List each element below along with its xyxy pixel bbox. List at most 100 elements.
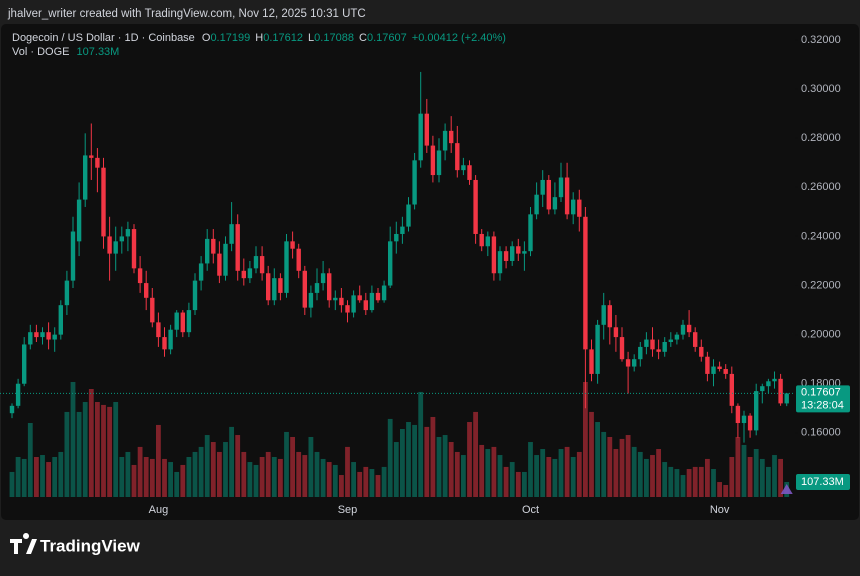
y-tick-label: 0.16000 <box>801 427 841 439</box>
candle-body <box>595 324 600 374</box>
volume-value-label: 107.33M <box>801 476 844 488</box>
volume-bar <box>698 466 704 497</box>
y-tick-label: 0.30000 <box>801 83 841 95</box>
candle-body <box>650 339 655 350</box>
candle-body <box>674 334 680 340</box>
candle-body <box>760 386 765 392</box>
candle-body <box>705 356 710 374</box>
candle-body <box>686 324 692 333</box>
candle-body <box>235 224 240 271</box>
candle-body <box>211 238 216 254</box>
volume-bar <box>162 458 167 497</box>
volume-bar <box>576 451 582 497</box>
ohlc-value: 0.17199 <box>210 32 250 44</box>
volume-bar <box>680 475 686 497</box>
candle-body <box>125 229 131 237</box>
candle-body <box>564 177 570 215</box>
volume-bar <box>412 424 417 497</box>
candle-body <box>491 236 497 274</box>
volume-bar <box>137 446 143 497</box>
volume-legend: Vol · DOGE 107.33M <box>12 46 119 58</box>
volume-bar <box>314 451 320 497</box>
volume-bar <box>491 446 497 497</box>
candle-body <box>229 224 234 244</box>
candle-body <box>400 226 405 234</box>
candle-body <box>784 393 789 404</box>
x-tick-label: Oct <box>522 504 539 516</box>
candle-body <box>95 157 100 168</box>
candle-body <box>723 369 728 374</box>
volume-bar <box>735 436 741 497</box>
candle-body <box>284 241 289 293</box>
candle-body <box>729 373 734 406</box>
volume-bar <box>668 466 674 497</box>
volume-bar <box>332 464 338 497</box>
volume-bar <box>497 455 503 497</box>
ohlc-letter: H <box>255 32 263 44</box>
volume-bar <box>637 451 643 497</box>
candle-body <box>473 179 478 234</box>
ohlc-value: 0.17607 <box>367 32 407 44</box>
candle-body <box>772 378 777 382</box>
candle-body <box>613 327 619 338</box>
brand-name: TradingView <box>40 536 141 555</box>
volume-bar <box>747 456 753 497</box>
candle-body <box>119 236 124 242</box>
legend-header: Dogecoin / US Dollar · 1D · Coinbase O0.… <box>12 32 506 44</box>
volume-bar <box>717 482 722 497</box>
candle-body <box>619 337 625 360</box>
volume-bar <box>656 449 661 497</box>
candle-body <box>369 292 375 311</box>
volume-bar <box>192 451 198 497</box>
last-price-box <box>796 385 850 413</box>
candle-body <box>632 359 637 367</box>
volume-bar <box>46 462 51 497</box>
volume-bar <box>168 462 173 497</box>
volume-bar <box>113 402 119 497</box>
candle-body <box>168 329 173 350</box>
candle-body <box>375 292 381 301</box>
volume-bar <box>253 464 259 497</box>
candle-body <box>290 241 295 249</box>
candle-body <box>76 199 82 242</box>
volume-bar <box>107 406 112 497</box>
volume-bar <box>9 471 15 497</box>
volume-bar <box>759 458 765 497</box>
candle-body <box>192 280 198 311</box>
volume-bar <box>284 431 289 497</box>
last-price-label: 0.17607 <box>801 386 841 398</box>
candle-body <box>778 378 783 404</box>
volume-bar <box>711 469 716 497</box>
candle-body <box>497 251 503 274</box>
volume-bar <box>692 466 698 497</box>
candle-body <box>266 273 271 301</box>
candle-body <box>296 248 301 271</box>
ohlc-letter: C <box>359 32 367 44</box>
candle-body <box>46 332 51 340</box>
volume-bar <box>503 466 509 497</box>
x-tick-label: Sep <box>338 504 358 516</box>
volume-bar <box>296 451 302 497</box>
volume-bar <box>351 462 356 497</box>
candle-body <box>345 305 350 313</box>
candle-body <box>327 273 332 301</box>
candle-body <box>638 346 643 360</box>
volume-bar <box>595 422 600 497</box>
candle-body <box>186 310 192 333</box>
volume-bar <box>15 456 21 497</box>
candle-body <box>357 295 362 301</box>
volume-bar <box>363 466 369 497</box>
volume-bar <box>778 458 783 497</box>
candle-body <box>363 300 368 311</box>
ohlc-value: 0.17612 <box>263 32 303 44</box>
candle-body <box>528 214 533 252</box>
candle-body <box>516 246 521 254</box>
volume-bar <box>302 455 308 497</box>
volume-bar <box>741 444 747 497</box>
volume-bar <box>357 471 363 497</box>
volume-bar <box>101 404 106 497</box>
ohlc-value: 0.17088 <box>314 32 354 44</box>
candle-body <box>735 405 741 424</box>
